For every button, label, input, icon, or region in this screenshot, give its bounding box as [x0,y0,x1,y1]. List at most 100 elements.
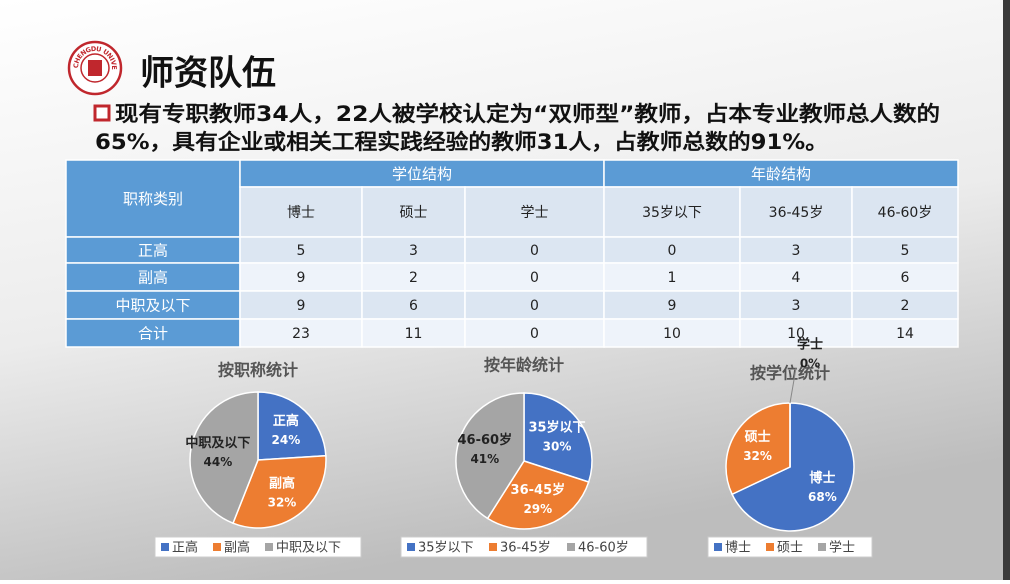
pie-slice [455,392,525,520]
legend-box [707,536,873,558]
cell-text: 35岁以下 [642,205,702,221]
legend-label: 副高 [224,540,250,556]
pie-slice [257,391,327,461]
slice-label: 35岁以下 [528,420,585,436]
table-cell [464,290,605,320]
slice-label: 学士 [797,337,823,353]
chart-title: 按职称统计 [218,361,298,380]
legend-swatch [714,543,722,551]
cell-text: 3 [792,298,801,314]
legend-swatch [161,543,169,551]
legend-label: 36-45岁 [500,541,551,556]
intro-line: 65%，具有企业或相关工程实践经验的教师31人，占教师总数的91%。 [95,130,828,154]
cell-text: 0 [530,270,539,286]
slice-value: 41% [470,452,499,466]
cell-text: 46-60岁 [878,205,933,221]
legend-label: 硕士 [777,541,803,556]
slice-label: 36-45岁 [511,482,566,498]
table-cell [851,318,959,348]
cell-text: 36-45岁 [769,205,824,221]
cell-text: 11 [405,326,423,342]
slice-label: 硕士 [745,429,771,445]
legend-swatch [213,543,221,551]
slice-value: 32% [743,449,772,463]
table-cell [65,236,241,264]
slice-value: 32% [268,496,297,510]
slice-value: 44% [204,455,233,469]
slice-label: 46-60岁 [458,432,513,448]
pie-slice [231,454,327,529]
legend-label: 学士 [829,540,855,556]
cell-text: 0 [668,243,677,259]
legend-swatch [766,543,774,551]
legend-box [154,536,362,558]
cell-text: 中职及以下 [115,297,190,315]
pie-slice [523,392,593,483]
slice-value: 68% [808,490,837,504]
table-cell [464,262,605,292]
cell-text: 正高 [138,242,168,260]
pie-slice [486,460,590,530]
table-cell [239,318,363,348]
legend-label: 46-60岁 [578,541,629,556]
cell-text: 博士 [287,204,315,221]
table-cell [603,186,741,238]
legend-box [400,536,648,558]
pie-slice [189,391,259,525]
logo-inner [80,53,110,83]
cell-text: 硕士 [400,205,428,221]
table-cell [65,290,241,320]
pie-slice [731,402,855,532]
cell-text: 1 [668,270,677,286]
slice-value: 24% [272,433,301,447]
table-cell [739,318,853,348]
edge [1003,0,1010,580]
cell-text: 0 [530,298,539,314]
slice-label: 副高 [269,476,295,492]
legend-swatch [818,543,826,551]
cell-text: 4 [792,270,801,286]
cell-text: 23 [292,326,310,342]
cell-text: 6 [409,298,418,314]
cell-text: 职称类别 [123,190,183,208]
table-cell [65,262,241,292]
legend-label: 中职及以下 [276,541,341,556]
legend-swatch [489,543,497,551]
cell-text: 5 [901,243,910,259]
cell-text: 2 [409,270,418,286]
slice-label: 中职及以下 [185,435,250,451]
legend-label: 正高 [172,540,198,556]
logo-mark [88,60,102,76]
cell-text: 年龄结构 [751,165,811,183]
cell-text: 10 [787,326,805,342]
table-cell [851,186,959,238]
legend-label: 35岁以下 [418,541,474,556]
cell-text: 5 [297,243,306,259]
cell-text: 9 [297,270,306,286]
table-cell [65,159,241,238]
slice-value: 30% [543,440,572,454]
cell-text: 学士 [521,205,549,221]
table-cell [739,262,853,292]
cell-text: 14 [896,326,914,342]
legend-label: 博士 [725,541,751,556]
cell-text: 学位结构 [392,165,452,183]
cell-text: 3 [792,243,801,259]
cell-text: 9 [297,298,306,314]
table-cell [65,318,241,348]
table-cell [851,262,959,292]
title: 师资队伍 [140,54,276,94]
table-cell [603,318,741,348]
slice-value: 0% [800,357,820,371]
table-cell [361,290,466,320]
cell-text: 0 [530,326,539,342]
legend-swatch [407,543,415,551]
leader-line [789,368,797,404]
pie-slice [725,402,791,496]
cell-text: 9 [668,298,677,314]
legend-swatch [265,543,273,551]
cell-text: 2 [901,298,910,314]
